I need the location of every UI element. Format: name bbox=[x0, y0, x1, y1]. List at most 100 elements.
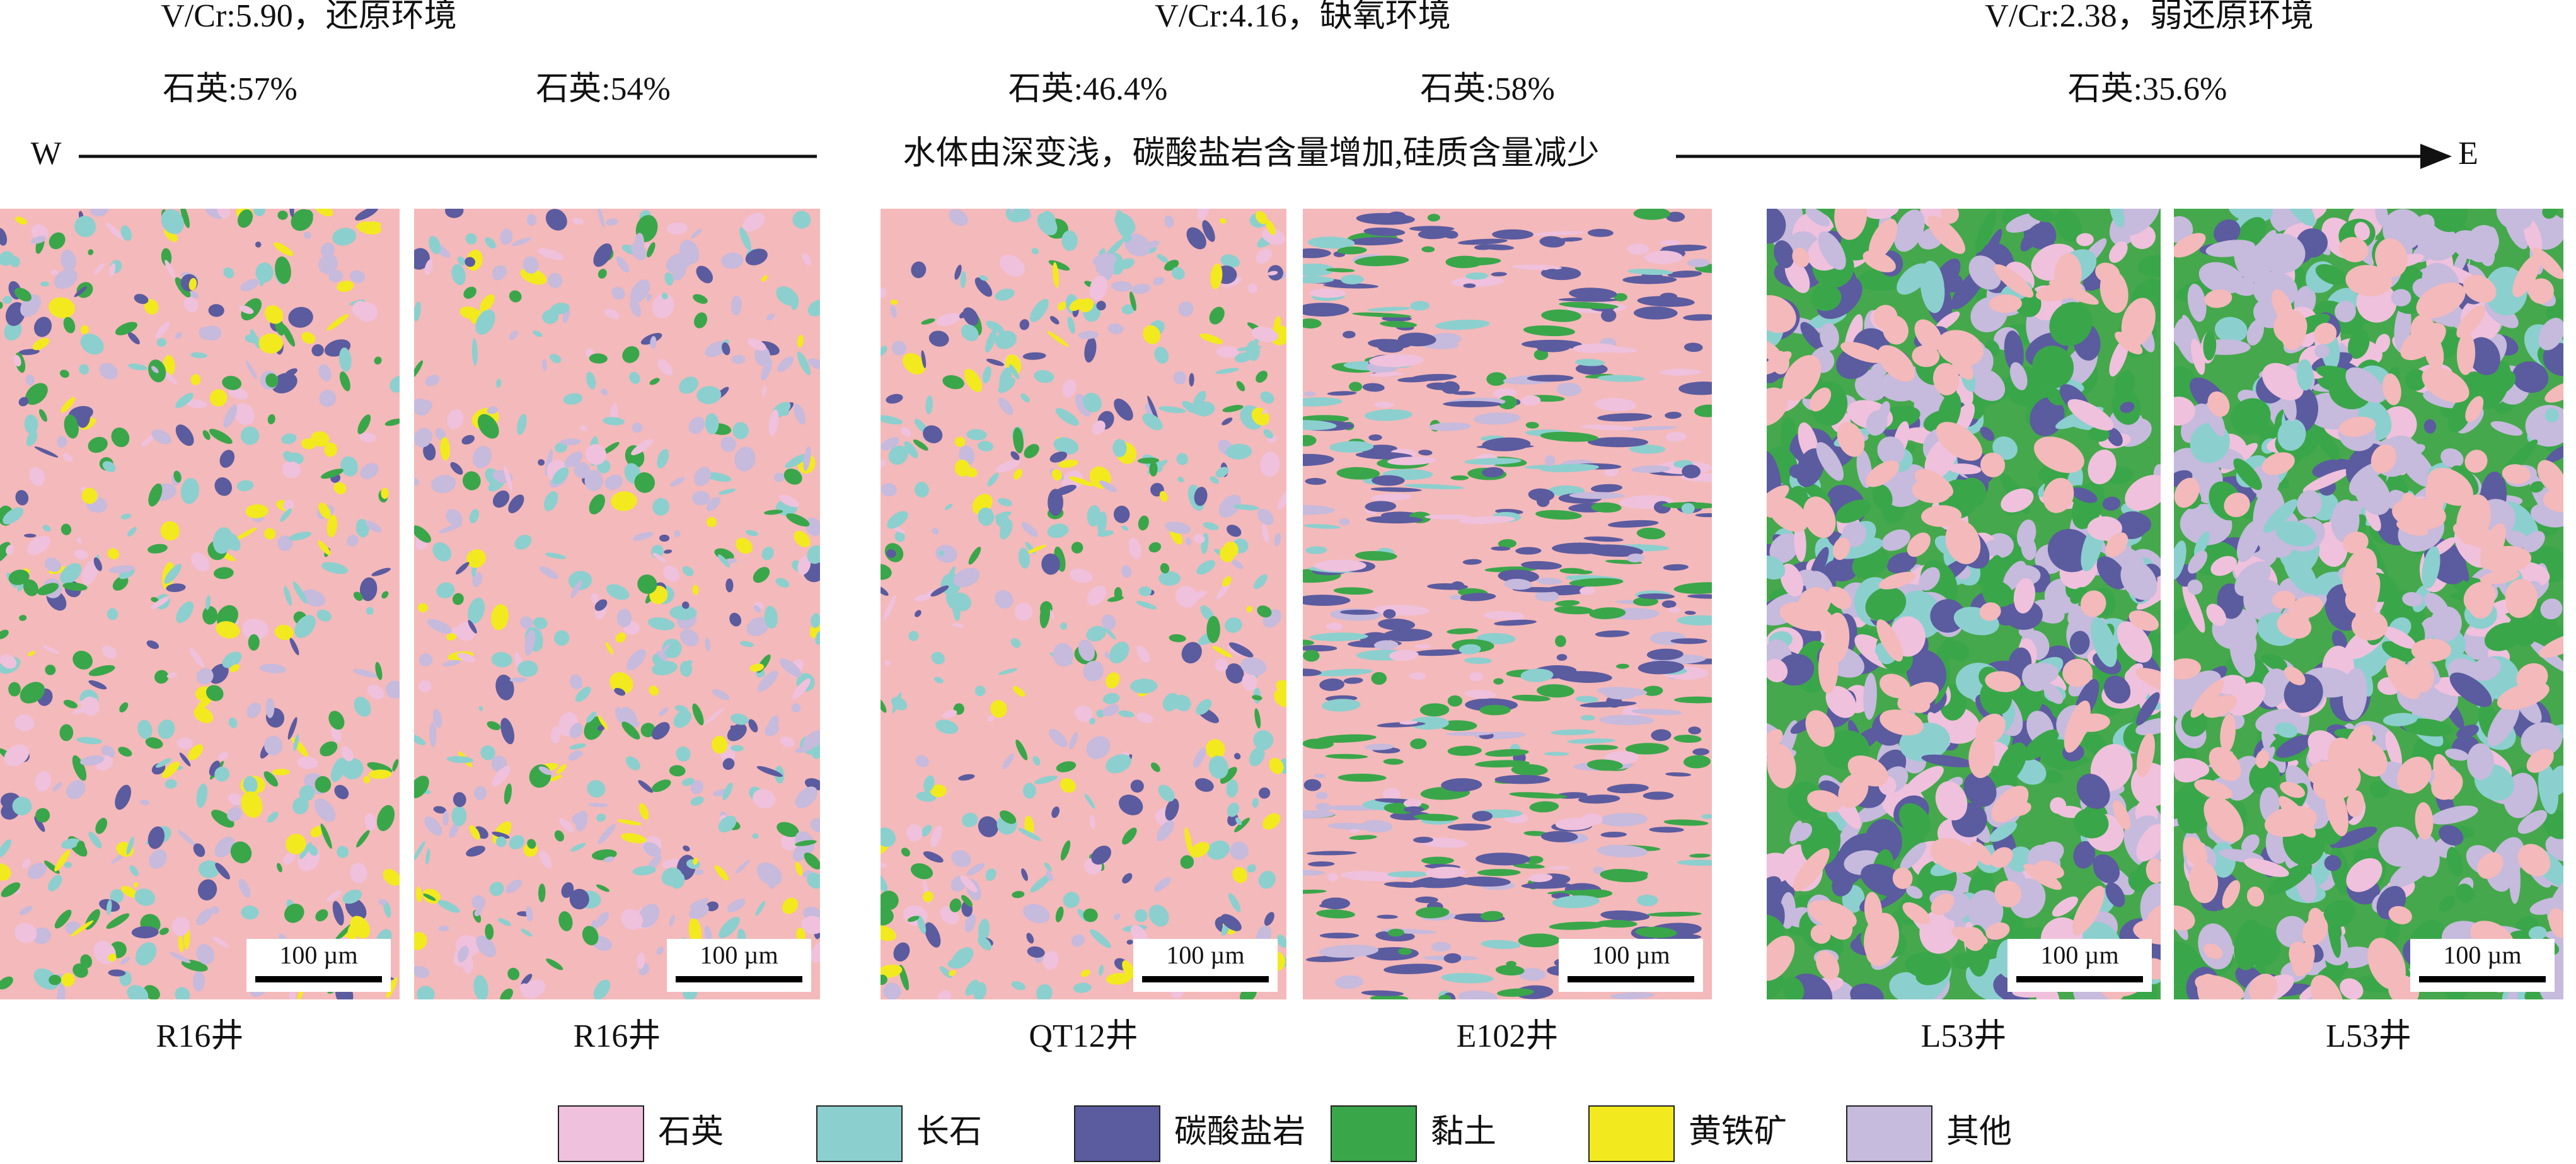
mineral-grain bbox=[1048, 260, 1070, 271]
mineral-grain bbox=[748, 719, 758, 733]
mineral-grain bbox=[1371, 493, 1411, 501]
mineral-grain bbox=[235, 527, 257, 540]
mineral-grain bbox=[233, 403, 255, 426]
mineral-grain bbox=[887, 511, 908, 529]
mineral-grain bbox=[1412, 879, 1455, 886]
mineral-grain bbox=[1274, 689, 1286, 707]
mineral-grain bbox=[415, 887, 422, 903]
mineral-grain bbox=[1594, 398, 1636, 412]
mineral-grain bbox=[1343, 330, 1356, 339]
mineral-grain bbox=[337, 846, 349, 858]
mineral-grain bbox=[357, 221, 382, 235]
quartz-grain bbox=[1879, 673, 1910, 699]
mineral-grain bbox=[1767, 556, 1786, 580]
mineral-grain bbox=[509, 835, 524, 850]
mineral-grain bbox=[739, 227, 751, 251]
mineral-grain bbox=[553, 630, 570, 646]
mineral-grain bbox=[108, 953, 117, 962]
mineral-grain bbox=[1323, 282, 1379, 289]
mineral-grain bbox=[2335, 300, 2356, 323]
mineral-grain bbox=[2365, 506, 2381, 532]
mineral-grain bbox=[90, 209, 109, 217]
mineral-grain bbox=[1363, 227, 1406, 236]
mineral-grain bbox=[952, 600, 961, 621]
mineral-grain bbox=[52, 782, 62, 792]
mineral-grain bbox=[303, 231, 311, 239]
mineral-grain bbox=[1018, 828, 1042, 841]
mineral-grain bbox=[492, 821, 512, 844]
mineral-grain bbox=[81, 696, 100, 716]
mineral-grain bbox=[683, 845, 690, 852]
mineral-grain bbox=[544, 491, 558, 511]
mineral-grain bbox=[995, 288, 1015, 301]
mineral-grain bbox=[778, 494, 799, 508]
mineral-grain bbox=[1695, 513, 1712, 518]
mineral-grain bbox=[1992, 436, 2018, 460]
mineral-grain bbox=[2331, 499, 2360, 543]
mineral-grain bbox=[1232, 866, 1247, 883]
mineral-grain bbox=[465, 233, 477, 245]
quartz-grain bbox=[1809, 387, 1832, 412]
mineral-grain bbox=[1443, 953, 1462, 963]
quartz-grain bbox=[1909, 698, 1931, 713]
mineral-grain bbox=[631, 438, 654, 456]
mineral-grain bbox=[1533, 349, 1549, 361]
mineral-grain bbox=[2345, 367, 2385, 403]
mineral-grain bbox=[632, 532, 654, 541]
mineral-grain bbox=[1092, 420, 1106, 435]
mineral-grain bbox=[1404, 484, 1464, 489]
mineral-grain bbox=[311, 344, 324, 357]
mineral-grain bbox=[355, 209, 378, 221]
mineral-grain bbox=[1165, 521, 1191, 534]
mineral-grain bbox=[569, 743, 586, 750]
mineral-grain bbox=[1372, 475, 1405, 486]
mineral-grain bbox=[32, 338, 50, 351]
mineral-grain bbox=[587, 780, 606, 798]
mineral-grain bbox=[211, 936, 229, 948]
mineral-grain bbox=[1201, 410, 1206, 417]
mineral-grain bbox=[558, 911, 573, 931]
mineral-grain bbox=[690, 898, 709, 909]
mineral-grain bbox=[722, 342, 731, 356]
mineral-grain bbox=[1441, 381, 1460, 394]
mineral-grain bbox=[1479, 704, 1511, 716]
mineral-grain bbox=[630, 242, 647, 260]
mineral-grain bbox=[34, 446, 59, 458]
mineral-grain bbox=[126, 836, 134, 855]
mineral-grain bbox=[1018, 547, 1031, 569]
mineral-grain bbox=[930, 585, 949, 597]
mineral-grain bbox=[328, 270, 344, 282]
mineral-grain bbox=[119, 702, 129, 713]
mineral-grain bbox=[216, 621, 240, 639]
mineral-grain bbox=[1469, 672, 1484, 682]
mineral-grain bbox=[718, 488, 736, 495]
mineral-grain bbox=[538, 883, 546, 902]
mineral-grain bbox=[62, 582, 88, 591]
mineral-grain bbox=[606, 218, 618, 226]
mineral-grain bbox=[1832, 872, 1853, 897]
mineral-grain bbox=[1458, 990, 1498, 999]
mineral-grain bbox=[461, 434, 475, 445]
mineral-grain bbox=[455, 562, 470, 575]
mineral-grain bbox=[1148, 542, 1162, 553]
mineral-grain bbox=[797, 335, 804, 348]
mineral-grain bbox=[1380, 320, 1418, 328]
mineral-grain bbox=[1157, 253, 1169, 263]
mineral-grain bbox=[44, 557, 62, 573]
mineral-grain bbox=[2331, 630, 2347, 651]
mineral-grain bbox=[1206, 615, 1220, 643]
mineral-grain bbox=[4, 320, 22, 341]
mineral-grain bbox=[1089, 718, 1095, 725]
mineral-grain bbox=[2087, 516, 2123, 541]
mineral-grain bbox=[258, 333, 284, 354]
mineral-grain bbox=[18, 397, 29, 407]
mineral-grain bbox=[451, 264, 466, 286]
mineral-grain bbox=[485, 237, 496, 249]
mineral-grain bbox=[1948, 463, 1982, 475]
mineral-grain bbox=[721, 252, 744, 269]
mineral-grain bbox=[707, 516, 717, 528]
mineral-grain bbox=[692, 585, 699, 595]
mineral-grain bbox=[359, 432, 376, 443]
scale-bar-label: 100 µm bbox=[700, 941, 778, 969]
mineral-grain bbox=[1269, 758, 1284, 774]
